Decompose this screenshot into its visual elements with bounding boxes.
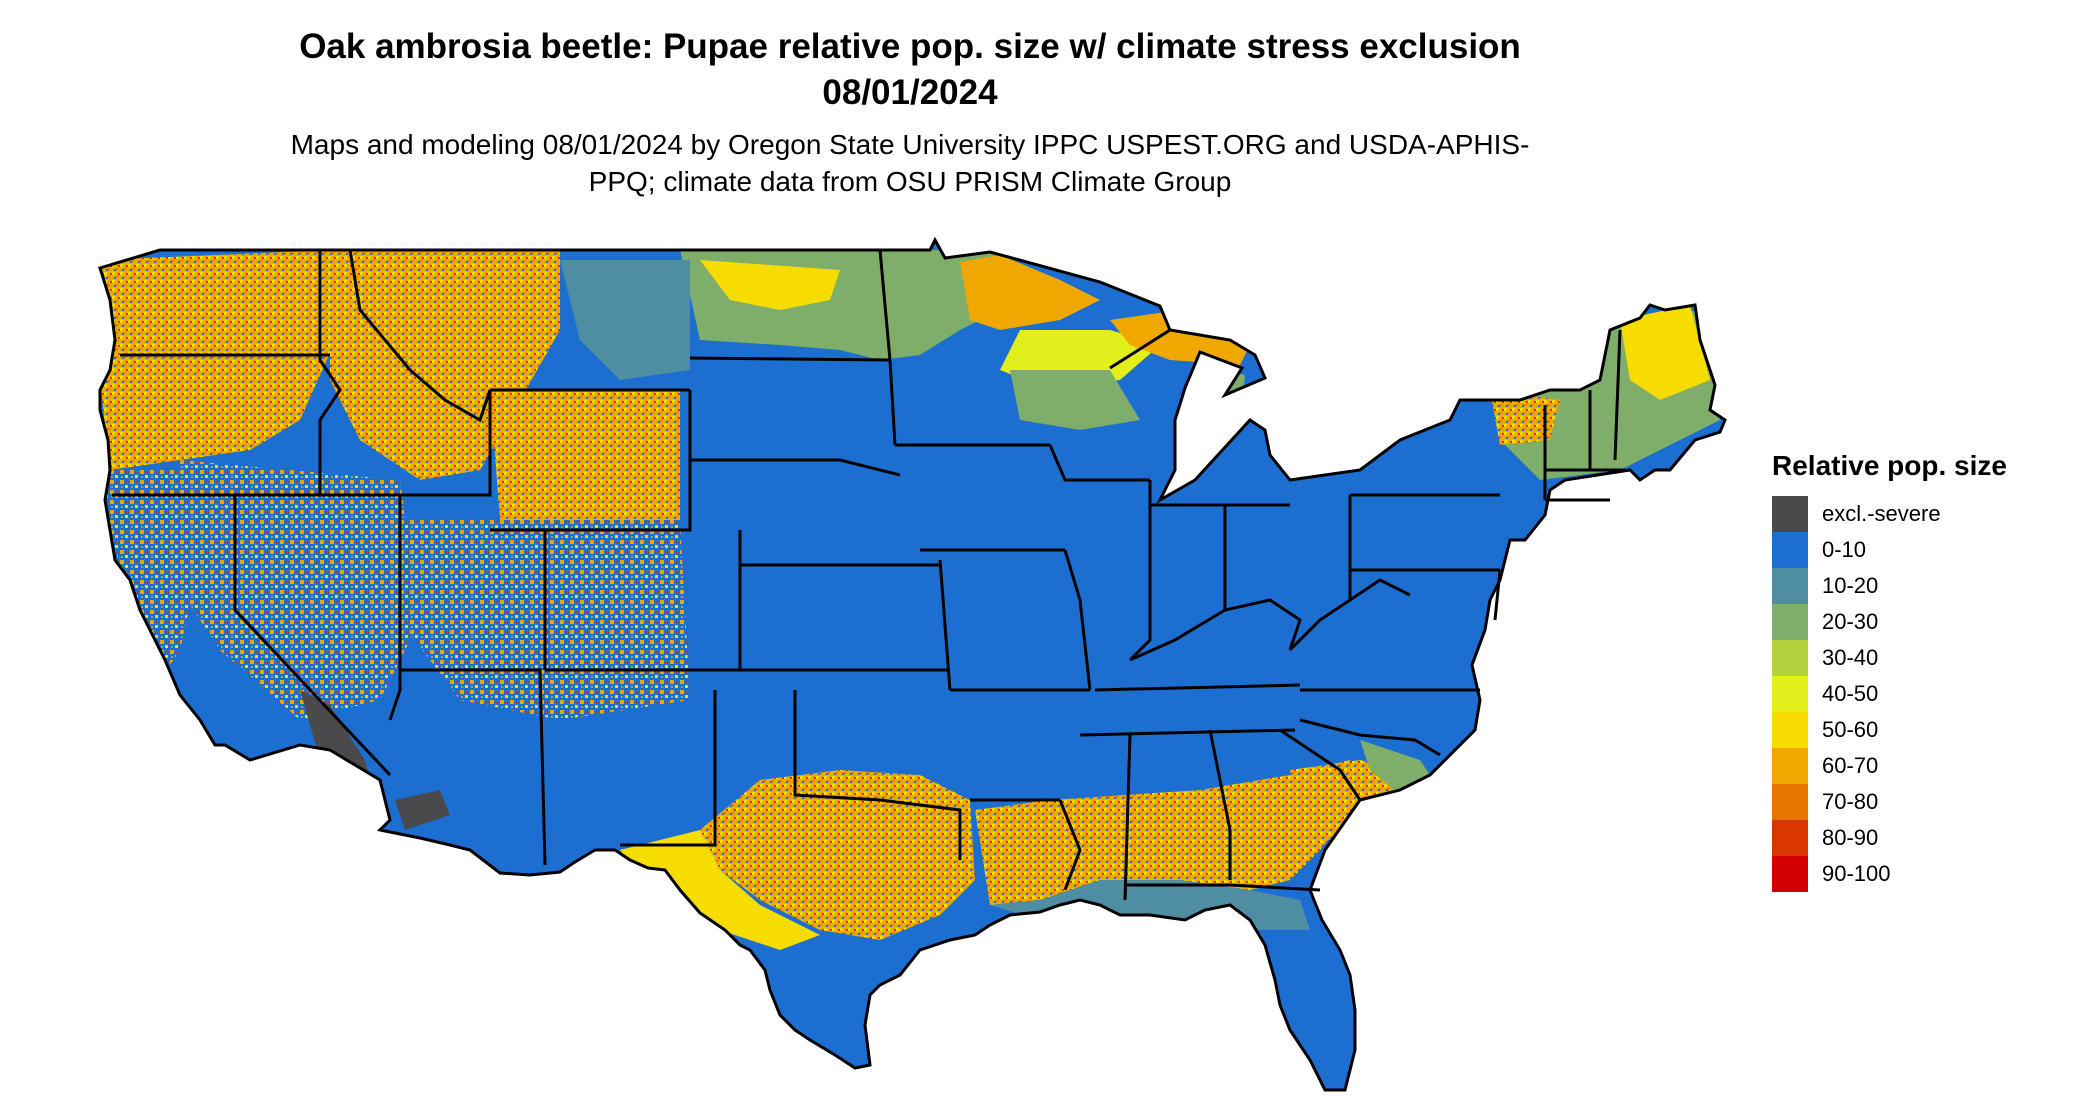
border-il-in [1128,480,1152,662]
legend-item: 30-40 [1772,640,2007,676]
legend-item: 80-90 [1772,820,2007,856]
border-sd-ne [690,458,901,477]
zone-maine-yellow [1620,305,1710,400]
border-id-ut-wy [320,390,492,497]
border-mn-west [878,249,897,446]
legend-swatch [1772,856,1808,892]
state-borders [98,236,1727,1092]
legend-items: excl.-severe 0-10 10-20 20-30 30-40 40-50 50-6… [1772,496,2007,892]
legend-item: 10-20 [1772,568,2007,604]
border-nv-ut [388,495,402,721]
border-la-ms [1058,799,1082,891]
legend-swatch [1772,712,1808,748]
legend-label: 80-90 [1822,825,1879,850]
border-nd-sd [689,356,891,362]
zone-michigan-green [1010,370,1140,430]
legend-swatch [1772,820,1808,856]
border-ks-mo [938,559,952,691]
legend-item: 0-10 [1772,532,2007,568]
zone-texas-yellow [620,830,820,950]
legend-label: 50-60 [1822,717,1879,742]
border-wy-south [490,390,692,532]
legend-item: 60-70 [1772,748,2007,784]
zone-great-basin [160,460,420,720]
zone-wyoming [490,390,680,530]
map-subtitle: Maps and modeling 08/01/2024 by Oregon S… [290,129,1530,197]
zone-adirondack [1490,390,1560,445]
legend-item: 50-60 [1772,712,2007,748]
border-id-west [318,250,342,495]
legend-item: 40-50 [1772,676,2007,712]
legend-label: 0-10 [1822,537,1867,562]
border-oh-ky [1129,598,1302,662]
zone-upper-midwest-orange [960,255,1100,330]
legend-label: excl.-severe [1822,501,1941,526]
legend-label: 30-40 [1822,645,1879,670]
border-az-nm [400,668,547,866]
border-ga-sc [1279,728,1362,801]
legend-swatch [1772,604,1808,640]
border-ok-tx [793,690,962,860]
border-tn-south [1079,728,1296,737]
border-ky-tn [1094,683,1301,692]
legend-label: 70-80 [1822,789,1879,814]
zone-pacific-northwest [100,250,340,470]
zone-texas-orange [700,770,975,940]
legend-label: 60-70 [1822,753,1879,778]
zone-up-orange [1110,310,1250,365]
zone-california-coast [105,470,200,680]
legend-title: Relative pop. size [1772,450,2007,481]
legend-swatch [1772,784,1808,820]
border-ca-nv [233,495,392,777]
legend-item: 20-30 [1772,604,2007,640]
legend-item: 70-80 [1772,784,2007,820]
map-title: Oak ambrosia beetle: Pupae relative pop.… [299,27,1521,112]
legend-swatch [1772,748,1808,784]
border-nm-east [620,690,717,847]
zone-excluded-desert-2 [395,790,450,830]
legend: Relative pop. size excl.-severe 0-10 10-20… [1772,450,2007,892]
zone-montana-teal [560,260,690,380]
border-nc-sc [1299,718,1441,757]
border-al-ga [1208,729,1232,880]
legend-swatch [1772,640,1808,676]
legend-item: excl.-severe [1772,496,2007,532]
zone-gulf-states-orange [975,760,1360,905]
border-mo-east [1063,549,1092,691]
legend-swatch [1772,496,1808,532]
border-id-mt [348,249,492,423]
border-md-de [1493,569,1502,621]
legend-label: 20-30 [1822,609,1879,634]
border-fl-north [1125,883,1321,892]
border-wi-il [1048,444,1150,482]
legend-swatch [1772,532,1808,568]
legend-label: 40-50 [1822,681,1879,706]
border-wv [1288,578,1411,652]
zone-dakota-yellow [700,260,840,310]
legend-swatch [1772,676,1808,712]
legend-label: 90-100 [1822,861,1891,886]
border-ms-al [1123,734,1132,901]
border-nh-me [1613,329,1622,461]
legend-label: 10-20 [1822,573,1879,598]
legend-item: 90-100 [1772,856,2007,892]
legend-swatch [1772,568,1808,604]
us-outline [98,236,1727,1092]
